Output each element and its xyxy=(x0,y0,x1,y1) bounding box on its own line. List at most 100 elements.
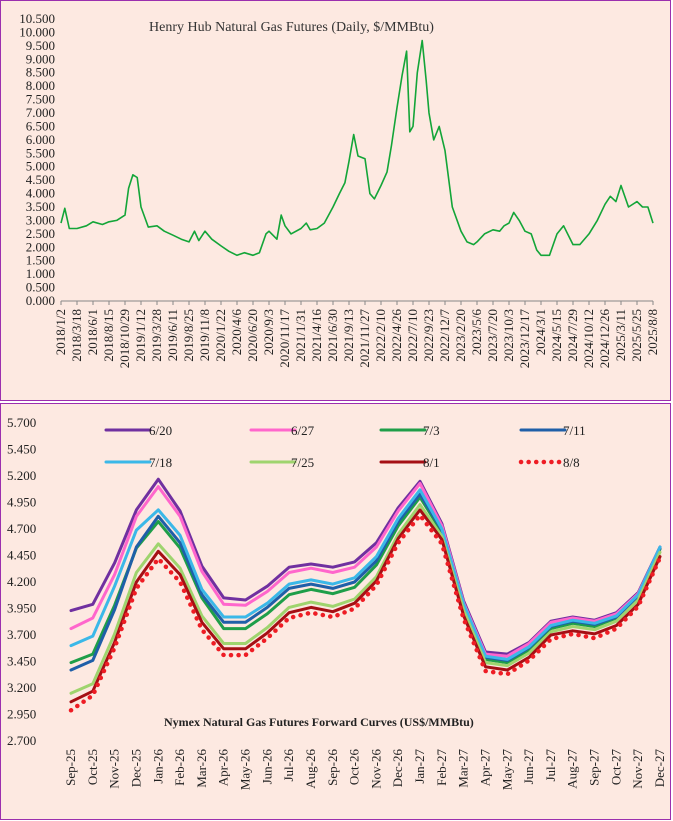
y-tick-label: 8.500 xyxy=(26,65,55,80)
y-tick-label: 6.500 xyxy=(26,118,55,133)
forward-curves-chart: 2.700 2.950 3.200 3.450 3.700 3.950 4.200 4.450… xyxy=(7,415,667,791)
series-line-7-18 xyxy=(69,488,662,661)
x-tick-label: Apr-26 xyxy=(216,749,231,787)
forward-curves-chart-panel: 2.700 2.950 3.200 3.450 3.700 3.950 4.200 4.450… xyxy=(0,403,671,820)
x-tick-label: 2021/9/13 xyxy=(341,309,356,362)
legend-label: 8/8 xyxy=(563,455,580,470)
y-tick-label: 1.500 xyxy=(26,253,55,268)
x-tick-label: 2023/10/3 xyxy=(501,309,516,362)
y-tick-label: 4.200 xyxy=(7,574,36,589)
legend-label: 8/1 xyxy=(423,455,440,470)
x-tick-label: 2022/9/23 xyxy=(421,309,436,362)
series-line-6-27 xyxy=(69,481,662,658)
x-tick-label: Apr-27 xyxy=(477,749,492,787)
x-tick-label: Dec-25 xyxy=(128,749,143,787)
x-tick-label: 2025/5/25 xyxy=(629,309,644,362)
series-line-7-3 xyxy=(69,495,662,665)
y-tick-label: 5.000 xyxy=(26,159,55,174)
x-tick-label: 2019/1/12 xyxy=(133,309,148,362)
y-tick-label: 9.000 xyxy=(26,51,55,66)
y-tick-label: 5.200 xyxy=(7,468,36,483)
y-tick-label: 6.000 xyxy=(26,132,55,147)
series-line-8-8 xyxy=(68,512,663,713)
x-tick-label: Nov-26 xyxy=(368,749,383,789)
y-tick-label: 4.950 xyxy=(7,495,36,510)
x-tick-label: 2021/6/30 xyxy=(325,309,340,362)
x-tick-label: 2023/7/20 xyxy=(485,309,500,362)
y-tick-label: 9.500 xyxy=(26,38,55,53)
x-tick-label: May-27 xyxy=(499,749,514,791)
x-tick-label: Oct-25 xyxy=(85,749,100,785)
y-tick-label: 10.500 xyxy=(19,11,55,26)
y-tick-label: 4.700 xyxy=(7,521,36,536)
x-tick-label: 2024/10/12 xyxy=(581,309,596,368)
x-tick-label: Sep-26 xyxy=(325,749,340,786)
henry-hub-price-line xyxy=(60,39,654,257)
series-line-7-11 xyxy=(69,492,662,672)
x-tick-label: 2019/11/8 xyxy=(197,309,212,361)
legend-label: 6/27 xyxy=(291,423,315,438)
y-tick-label: 7.000 xyxy=(26,105,55,120)
y-tick-label: 4.000 xyxy=(26,186,55,201)
x-tick-label: 2018/3/18 xyxy=(69,309,84,362)
legend-label: 6/20 xyxy=(149,423,172,438)
legend-label: 7/25 xyxy=(291,455,314,470)
x-tick-label: Jan-26 xyxy=(150,749,165,784)
x-tick-label: 2020/6/20 xyxy=(245,309,260,362)
x-tick-label: Feb-27 xyxy=(434,749,449,786)
y-tick-label: 3.450 xyxy=(7,654,36,669)
x-tick-label: 2025/8/8 xyxy=(645,309,660,355)
chart-title: Nymex Natural Gas Futures Forward Curves… xyxy=(164,715,474,729)
x-tick-label: Oct-26 xyxy=(347,749,362,786)
x-tick-label: 2024/12/26 xyxy=(597,309,612,369)
x-tick-label: 2021/4/16 xyxy=(309,309,324,362)
chart-title: Henry Hub Natural Gas Futures (Daily, $/… xyxy=(149,20,434,35)
series-line-7-25 xyxy=(69,503,662,695)
x-tick-label: 2020/9/3 xyxy=(261,309,276,355)
x-tick-label: 2018/8/15 xyxy=(101,309,116,362)
y-tick-label: 0.500 xyxy=(26,280,55,295)
x-tick-label: 2019/3/28 xyxy=(149,309,164,362)
y-tick-label: 3.700 xyxy=(7,627,36,642)
y-tick-label: 5.450 xyxy=(7,442,36,457)
legend-label: 7/11 xyxy=(563,423,586,438)
x-tick-label: 2020/1/22 xyxy=(213,309,228,362)
x-tick-label: Mar-26 xyxy=(194,749,209,788)
x-tick-label: Aug-27 xyxy=(565,749,580,789)
x-tick-label: 2020/11/17 xyxy=(277,309,292,368)
y-tick-label: 5.500 xyxy=(26,145,55,160)
x-tick-label: Feb-26 xyxy=(172,749,187,786)
henry-hub-chart-panel: 0.000 0.500 1.000 1.500 2.000 2.500 3.000 3.500… xyxy=(0,0,671,401)
x-tick-label: 2019/8/25 xyxy=(181,309,196,362)
x-tick-label: 2018/1/2 xyxy=(53,309,68,355)
x-tick-label: 2021/11/27 xyxy=(357,309,372,368)
x-tick-label: 2025/3/11 xyxy=(613,309,628,361)
x-tick-label: Nov-27 xyxy=(630,749,645,789)
henry-hub-chart: 0.0000.5001.0001.5002.0002.5003.0003.500… xyxy=(19,11,660,369)
y-tick-label: 2.700 xyxy=(7,733,36,748)
x-tick-label: Sep-27 xyxy=(587,749,602,786)
y-tick-label: 3.200 xyxy=(7,680,36,695)
x-tick-label: Nov-25 xyxy=(107,749,122,789)
x-tick-label: 2021/1/31 xyxy=(293,309,308,362)
x-tick-label: May-26 xyxy=(238,749,253,791)
x-tick-label: 2019/6/11 xyxy=(165,309,180,361)
y-tick-label: 8.000 xyxy=(26,78,55,93)
x-tick-label: 2018/6/1 xyxy=(85,309,100,355)
y-tick-label: 0.000 xyxy=(26,293,55,308)
x-tick-label: Sep-25 xyxy=(63,749,78,786)
y-tick-label: 3.000 xyxy=(26,212,55,227)
x-tick-label: Jul-26 xyxy=(281,749,296,782)
x-tick-label: 2023/5/6 xyxy=(469,309,484,356)
y-tick-label: 4.500 xyxy=(26,172,55,187)
y-tick-label: 7.500 xyxy=(26,92,55,107)
x-tick-label: 2022/4/26 xyxy=(389,309,404,362)
y-tick-label: 10.000 xyxy=(19,24,55,39)
legend-label: 7/18 xyxy=(149,455,172,470)
y-tick-label: 2.000 xyxy=(26,239,55,254)
y-tick-label: 3.500 xyxy=(26,199,55,214)
y-tick-label: 5.700 xyxy=(7,415,36,430)
x-tick-label: 2020/4/6 xyxy=(229,309,244,356)
x-tick-label: Mar-27 xyxy=(456,749,471,788)
y-tick-label: 2.500 xyxy=(26,226,55,241)
